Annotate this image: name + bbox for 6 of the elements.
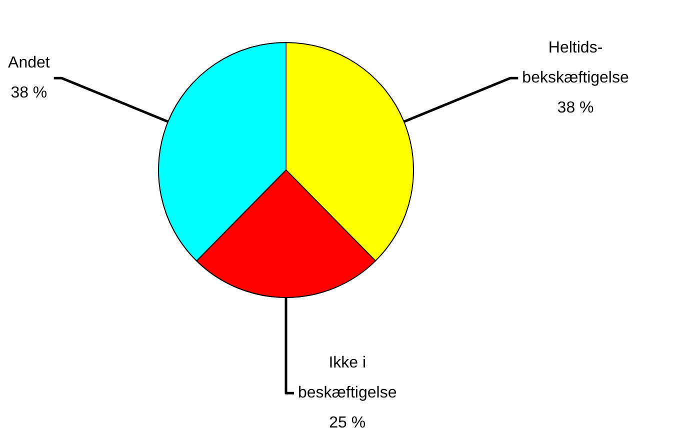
slice-label: Andet [8, 54, 50, 72]
data-label: 38 % [557, 100, 594, 117]
data-label: 38 % [10, 84, 48, 102]
data-label: 25 % [329, 414, 366, 432]
slice-label: Heltids- bekskæftigelse [522, 40, 629, 87]
slice-label: Ikke i beskæftigelse [298, 354, 397, 402]
